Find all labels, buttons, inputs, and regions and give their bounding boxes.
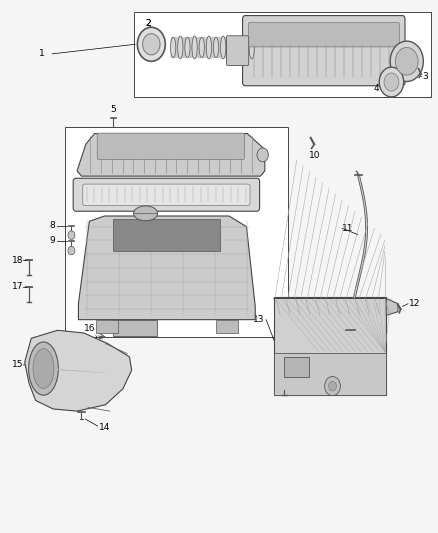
Text: 1: 1 [39,50,45,58]
Polygon shape [25,330,132,411]
FancyBboxPatch shape [243,15,405,86]
Bar [274,353,386,395]
Bar [96,320,118,333]
Text: 8: 8 [49,221,55,230]
Ellipse shape [228,37,233,58]
Ellipse shape [206,36,212,59]
Text: 15: 15 [12,360,24,369]
Ellipse shape [221,36,226,59]
Bar [113,219,220,251]
Text: 9: 9 [49,237,55,246]
Text: 5: 5 [110,105,116,114]
Bar [134,12,431,98]
Ellipse shape [199,37,205,58]
Circle shape [325,376,340,395]
Circle shape [396,47,418,75]
Polygon shape [113,320,157,336]
Text: 4: 4 [374,84,380,93]
Bar [274,297,386,395]
FancyBboxPatch shape [97,133,245,160]
Ellipse shape [178,36,183,59]
FancyBboxPatch shape [73,178,260,211]
Text: 11: 11 [342,224,353,233]
Ellipse shape [185,37,190,58]
Ellipse shape [33,349,54,389]
Bar [65,127,288,337]
Text: 14: 14 [99,423,110,432]
Text: 16: 16 [85,325,96,334]
Circle shape [384,73,399,91]
Circle shape [390,41,424,82]
Polygon shape [78,216,255,320]
Text: 12: 12 [409,299,420,308]
Circle shape [143,34,160,55]
Ellipse shape [213,37,219,58]
Text: 3: 3 [422,71,428,80]
Ellipse shape [192,36,197,59]
Bar [285,357,308,377]
Ellipse shape [28,342,58,395]
Circle shape [328,381,336,391]
Text: 2: 2 [145,19,151,28]
Polygon shape [274,298,398,316]
Ellipse shape [235,36,240,59]
Text: 18: 18 [12,256,24,264]
Text: 17: 17 [12,282,24,291]
FancyBboxPatch shape [83,184,250,205]
Text: 2: 2 [145,19,151,28]
Polygon shape [77,134,265,176]
Circle shape [257,148,268,162]
Text: 12: 12 [279,377,290,386]
Text: 6: 6 [242,133,248,142]
Circle shape [379,67,404,97]
Circle shape [138,27,165,61]
Ellipse shape [134,206,158,221]
Bar [216,320,238,333]
Text: 10: 10 [309,151,321,159]
FancyBboxPatch shape [226,36,249,66]
FancyBboxPatch shape [170,37,256,58]
Ellipse shape [242,37,247,58]
Circle shape [68,246,75,255]
Ellipse shape [170,37,176,58]
Circle shape [68,231,75,239]
FancyBboxPatch shape [248,22,399,47]
Text: 13: 13 [253,315,265,324]
Ellipse shape [249,36,254,59]
Text: 7: 7 [247,199,253,208]
